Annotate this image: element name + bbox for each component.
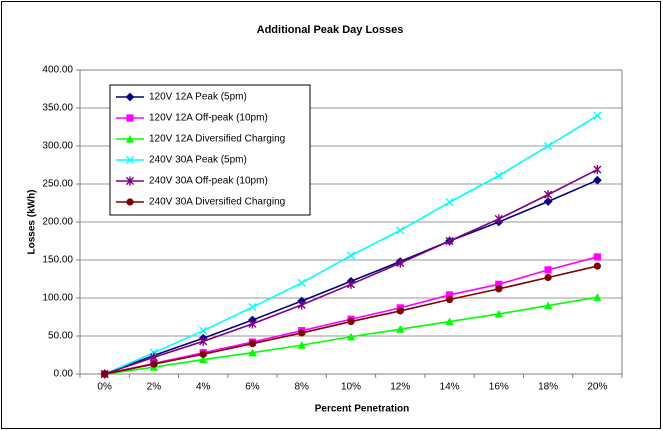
x-tick-label: 20% — [587, 382, 607, 393]
legend-box — [109, 84, 311, 216]
marker — [248, 303, 257, 312]
y-tick-label: 400.00 — [42, 65, 73, 76]
x-tick-label: 4% — [196, 382, 211, 393]
x-tick-label: 10% — [341, 382, 361, 393]
y-tick-label: 0.00 — [54, 369, 74, 380]
series — [100, 164, 602, 379]
legend-label: 120V 12A Peak (5pm) — [149, 92, 247, 103]
marker — [297, 341, 306, 349]
marker — [495, 280, 503, 288]
marker — [445, 198, 454, 207]
marker — [593, 253, 601, 261]
marker — [593, 262, 601, 270]
marker — [544, 266, 552, 274]
marker — [298, 329, 306, 337]
x-axis-title: Percent Penetration — [315, 404, 409, 415]
marker — [593, 164, 602, 175]
marker — [445, 236, 454, 246]
marker — [297, 278, 306, 287]
x-tick-label: 12% — [390, 382, 410, 393]
marker — [101, 370, 109, 378]
marker — [125, 155, 135, 165]
marker — [150, 360, 158, 368]
y-tick-label: 250.00 — [42, 179, 73, 190]
legend-label: 120V 12A Diversified Charging — [149, 134, 285, 145]
x-tick-label: 18% — [538, 382, 558, 393]
marker — [199, 326, 208, 335]
series — [101, 262, 601, 378]
marker — [248, 319, 257, 329]
chart-title: Additional Peak Day Losses — [257, 24, 404, 36]
x-tick-label: 2% — [147, 382, 162, 393]
marker — [248, 348, 257, 357]
marker — [445, 295, 454, 304]
y-tick-label: 100.00 — [42, 293, 73, 304]
marker — [125, 176, 135, 186]
y-tick-label: 50.00 — [48, 331, 73, 342]
legend-label: 240V 30A Peak (5pm) — [149, 155, 247, 166]
marker — [126, 198, 134, 206]
axis-layer: 0.00 50.00 100.00 150.00 200.00 250.00 300.00 3… — [42, 65, 623, 393]
x-tick-label: 14% — [440, 382, 460, 393]
legend-label: 240V 30A Off-peak (10pm) — [149, 176, 268, 187]
marker — [126, 114, 134, 122]
marker — [199, 355, 208, 364]
marker — [396, 226, 405, 235]
marker — [445, 317, 454, 326]
marker — [199, 350, 207, 358]
marker — [494, 171, 503, 180]
marker — [544, 273, 552, 282]
y-tick-label: 200.00 — [42, 217, 73, 228]
marker — [593, 111, 602, 120]
marker — [494, 309, 503, 318]
legend-label: 120V 12A Off-peak (10pm) — [149, 113, 268, 124]
marker — [346, 251, 356, 260]
legend-label: 240V 30A Diversified Charging — [149, 197, 285, 208]
marker — [396, 325, 405, 333]
y-tick-label: 350.00 — [42, 103, 73, 114]
marker — [396, 307, 404, 315]
x-tick-label: 8% — [295, 382, 310, 393]
marker — [593, 293, 602, 301]
marker — [199, 336, 208, 346]
x-tick-label: 0% — [97, 382, 112, 393]
y-tick-label: 150.00 — [42, 255, 73, 266]
marker — [495, 285, 503, 293]
legend: 120V 12A Peak (5pm) 120V 12A Off-peak (10… — [109, 84, 311, 216]
marker — [445, 291, 454, 299]
marker — [592, 175, 602, 185]
series-layer — [100, 111, 602, 379]
marker — [543, 197, 553, 206]
marker — [297, 300, 306, 310]
marker — [543, 190, 553, 200]
marker — [494, 214, 503, 224]
marker — [543, 301, 553, 310]
x-tick-label: 6% — [245, 382, 260, 393]
marker — [347, 317, 355, 326]
marker — [125, 134, 135, 143]
marker — [125, 92, 135, 102]
marker — [543, 141, 553, 151]
x-tick-label: 16% — [489, 382, 509, 393]
marker — [149, 352, 159, 362]
marker — [346, 332, 356, 341]
y-axis-title: Losses (kWh) — [27, 189, 38, 254]
marker — [346, 279, 356, 289]
y-tick-label: 300.00 — [42, 141, 73, 152]
marker — [248, 340, 257, 348]
marker — [396, 258, 405, 268]
